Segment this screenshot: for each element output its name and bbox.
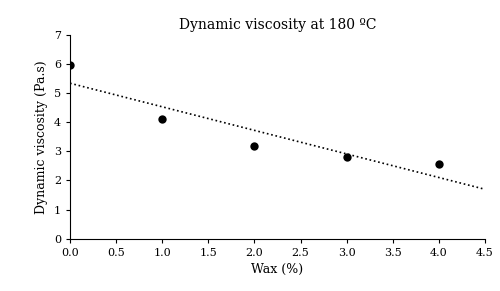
- Title: Dynamic viscosity at 180 ºC: Dynamic viscosity at 180 ºC: [179, 18, 376, 32]
- Point: [435, 162, 443, 167]
- Point: [158, 117, 166, 122]
- Point: [250, 143, 258, 148]
- Point: [342, 155, 350, 159]
- Y-axis label: Dynamic viscosity (Pa.s): Dynamic viscosity (Pa.s): [36, 60, 49, 214]
- Point: [66, 63, 74, 68]
- X-axis label: Wax (%): Wax (%): [252, 263, 304, 276]
